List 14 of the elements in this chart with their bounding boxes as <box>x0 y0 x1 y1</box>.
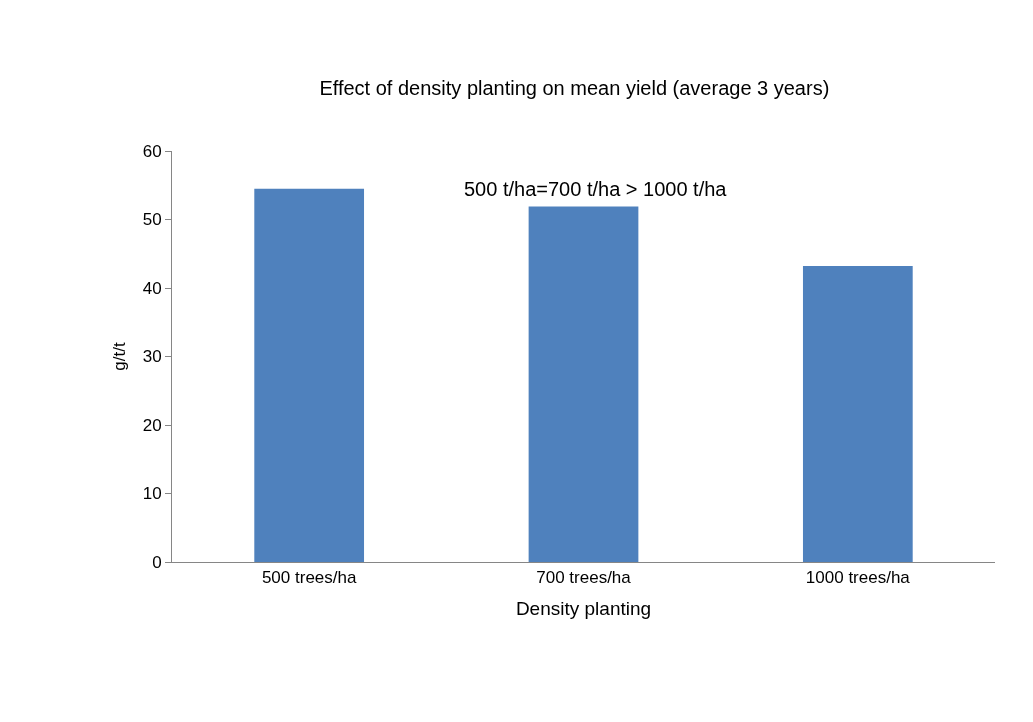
y-tick-label: 0 <box>152 552 162 572</box>
x-tick-label: 1000 trees/ha <box>805 568 911 588</box>
x-axis-title: Density planting <box>515 598 652 620</box>
y-tick-label: 20 <box>142 415 162 435</box>
y-tick-label: 30 <box>142 347 162 367</box>
x-tick-label: 700 trees/ha <box>536 568 632 588</box>
y-tick-label: 50 <box>142 210 162 230</box>
y-tick-label: 40 <box>142 278 162 298</box>
y-tick-label: 10 <box>142 484 162 504</box>
annotation: 500 t/ha=700 t/ha > 1000 t/ha <box>464 178 728 200</box>
y-axis-title: g/t/t <box>110 342 130 371</box>
x-tick-label: 500 trees/ha <box>261 568 357 588</box>
chart-title: Effect of density planting on mean yield (average 3 years) <box>319 77 830 99</box>
y-tick-label: 60 <box>142 141 162 161</box>
